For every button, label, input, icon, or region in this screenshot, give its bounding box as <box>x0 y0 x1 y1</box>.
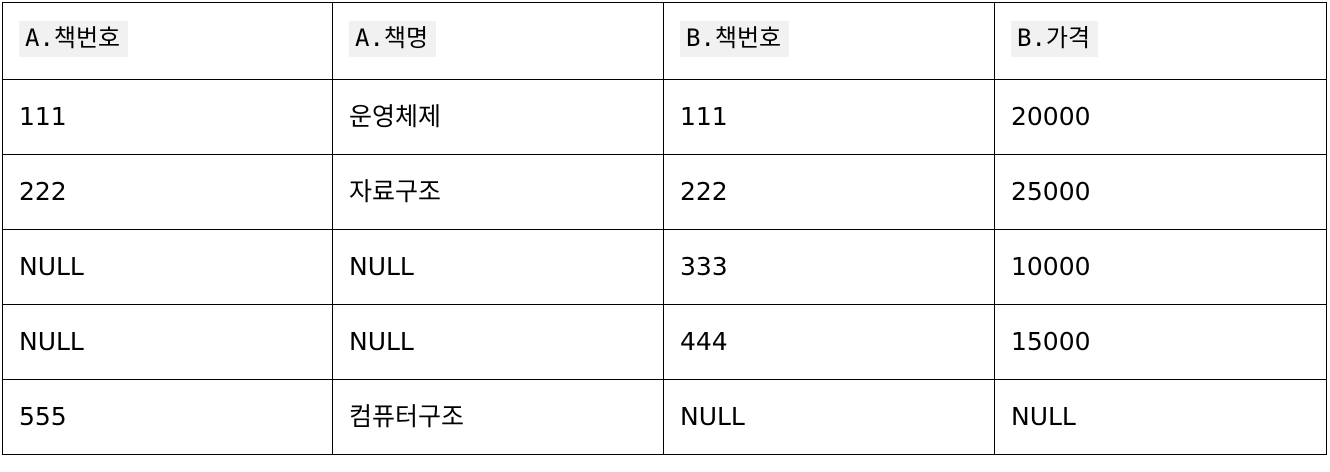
table-cell: 333 <box>663 229 995 305</box>
header-cell-b-price: B.가격 <box>994 2 1327 80</box>
table-cell: 111 <box>663 79 995 155</box>
table-cell: 15000 <box>994 304 1327 380</box>
cell-text: 222 <box>19 177 67 206</box>
cell-text: NULL <box>680 402 745 431</box>
header-label: B.책번호 <box>680 21 790 57</box>
cell-text: NULL <box>349 252 414 281</box>
cell-text: NULL <box>349 327 414 356</box>
cell-text: 555 <box>19 402 67 431</box>
table-cell: 25000 <box>994 154 1327 230</box>
cell-text: 10000 <box>1011 252 1091 281</box>
table-cell: NULL <box>2 229 333 305</box>
header-row: A.책번호 A.책명 B.책번호 B.가격 <box>2 2 1327 80</box>
cell-text: 자료구조 <box>349 177 442 206</box>
table-row: 222 자료구조 222 25000 <box>2 154 1327 230</box>
table-cell: 컴퓨터구조 <box>332 379 664 455</box>
table-cell: 운영체제 <box>332 79 664 155</box>
table-cell: 자료구조 <box>332 154 664 230</box>
header-label: B.가격 <box>1011 21 1099 57</box>
table-row: NULL NULL 444 15000 <box>2 304 1327 380</box>
table-body: 111 운영체제 111 20000 222 자료구조 222 25000 NU… <box>2 79 1327 455</box>
table-cell: 555 <box>2 379 333 455</box>
cell-text: 15000 <box>1011 327 1091 356</box>
header-cell-a-book-title: A.책명 <box>332 2 664 80</box>
table-cell: 10000 <box>994 229 1327 305</box>
cell-text: 운영체제 <box>349 102 442 131</box>
table-cell: 111 <box>2 79 333 155</box>
table-row: 111 운영체제 111 20000 <box>2 79 1327 155</box>
table-header: A.책번호 A.책명 B.책번호 B.가격 <box>2 2 1327 80</box>
cell-text: 444 <box>680 327 728 356</box>
table-cell: NULL <box>332 229 664 305</box>
join-result-table: A.책번호 A.책명 B.책번호 B.가격 111 운영체제 111 20000… <box>2 2 1327 455</box>
header-cell-a-book-number: A.책번호 <box>2 2 333 80</box>
table-row: NULL NULL 333 10000 <box>2 229 1327 305</box>
cell-text: 20000 <box>1011 102 1091 131</box>
table-cell: NULL <box>332 304 664 380</box>
cell-text: 111 <box>680 102 728 131</box>
header-label: A.책명 <box>349 21 437 57</box>
cell-text: 111 <box>19 102 67 131</box>
table-cell: NULL <box>994 379 1327 455</box>
cell-text: 25000 <box>1011 177 1091 206</box>
cell-text: 컴퓨터구조 <box>349 402 465 431</box>
header-label: A.책번호 <box>19 21 129 57</box>
cell-text: NULL <box>19 327 84 356</box>
table-cell: NULL <box>663 379 995 455</box>
result-table-container: A.책번호 A.책명 B.책번호 B.가격 111 운영체제 111 20000… <box>2 2 1327 455</box>
table-cell: NULL <box>2 304 333 380</box>
table-cell: 20000 <box>994 79 1327 155</box>
cell-text: 333 <box>680 252 728 281</box>
cell-text: NULL <box>19 252 84 281</box>
table-row: 555 컴퓨터구조 NULL NULL <box>2 379 1327 455</box>
cell-text: 222 <box>680 177 728 206</box>
header-cell-b-book-number: B.책번호 <box>663 2 995 80</box>
table-cell: 444 <box>663 304 995 380</box>
cell-text: NULL <box>1011 402 1076 431</box>
table-cell: 222 <box>663 154 995 230</box>
table-cell: 222 <box>2 154 333 230</box>
